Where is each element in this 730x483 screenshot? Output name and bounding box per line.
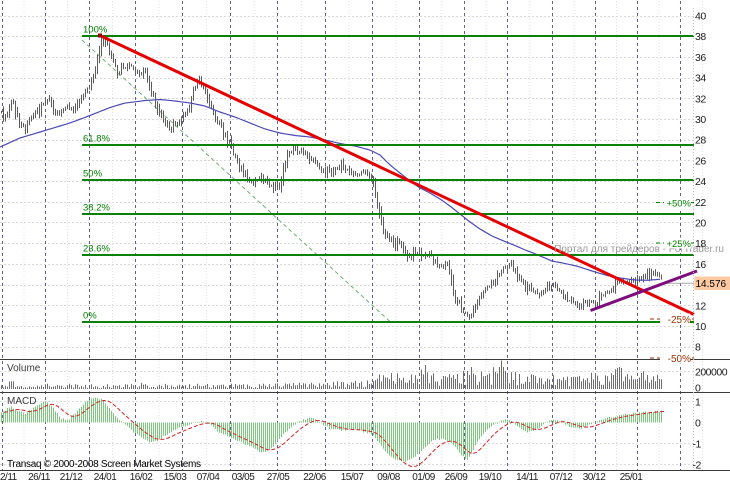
svg-text:07/04: 07/04 — [197, 472, 220, 483]
svg-text:38: 38 — [695, 31, 706, 43]
svg-text:07/12: 07/12 — [550, 472, 573, 483]
svg-text:25/01: 25/01 — [620, 472, 643, 483]
svg-text:0: 0 — [695, 383, 701, 395]
svg-text:MACD: MACD — [7, 396, 36, 407]
svg-text:15/03: 15/03 — [164, 472, 187, 483]
svg-text:1: 1 — [695, 397, 701, 409]
svg-text:24: 24 — [695, 176, 706, 188]
svg-text:0%: 0% — [83, 311, 97, 322]
svg-text:38.2%: 38.2% — [83, 203, 110, 214]
svg-text:50%: 50% — [83, 169, 103, 180]
svg-text:Volume: Volume — [7, 363, 41, 374]
svg-text:14.576: 14.576 — [696, 279, 727, 290]
svg-text:26/09: 26/09 — [445, 472, 468, 483]
svg-text:01/09: 01/09 — [412, 472, 435, 483]
svg-text:16: 16 — [695, 259, 706, 271]
svg-text:03/05: 03/05 — [232, 472, 255, 483]
svg-text:Портал для трейдеров - ForTrad: Портал для трейдеров - ForTrader.ru — [554, 244, 724, 255]
svg-text:100%: 100% — [83, 25, 108, 36]
svg-text:26/11: 26/11 — [28, 472, 51, 483]
svg-text:10: 10 — [695, 321, 706, 333]
svg-text:34: 34 — [695, 73, 706, 85]
svg-text:8: 8 — [695, 342, 701, 354]
svg-text:19/10: 19/10 — [479, 472, 502, 483]
svg-text:61.8%: 61.8% — [83, 134, 110, 145]
svg-text:09/08: 09/08 — [377, 472, 400, 483]
svg-text:36: 36 — [695, 52, 706, 64]
svg-text:32: 32 — [695, 93, 706, 105]
svg-text:40: 40 — [695, 11, 706, 23]
svg-text:28: 28 — [695, 135, 706, 147]
svg-text:12: 12 — [695, 300, 706, 312]
svg-text:-50%: -50% — [668, 354, 691, 365]
svg-text:Transaq © 2000-2008 Screen Mar: Transaq © 2000-2008 Screen Market System… — [7, 459, 201, 470]
svg-text:27/05: 27/05 — [267, 472, 290, 483]
svg-text:23.6%: 23.6% — [83, 244, 110, 255]
svg-text:22: 22 — [695, 197, 706, 209]
svg-text:-25%: -25% — [668, 315, 691, 326]
svg-text:-2: -2 — [693, 460, 702, 472]
svg-text:16/02: 16/02 — [130, 472, 153, 483]
svg-text:14/11: 14/11 — [516, 472, 539, 483]
svg-text:200000: 200000 — [695, 367, 728, 379]
svg-text:30: 30 — [695, 114, 706, 126]
svg-text:24/01: 24/01 — [94, 472, 117, 483]
svg-text:+25%: +25% — [666, 239, 691, 250]
svg-text:-1: -1 — [693, 439, 702, 451]
svg-text:22/06: 22/06 — [303, 472, 326, 483]
svg-text:30/12: 30/12 — [583, 472, 606, 483]
svg-text:21/12: 21/12 — [60, 472, 83, 483]
svg-text:18: 18 — [695, 238, 706, 250]
svg-text:26: 26 — [695, 155, 706, 167]
svg-text:0: 0 — [695, 418, 701, 430]
svg-text:+50%: +50% — [666, 199, 691, 210]
svg-text:2/11: 2/11 — [0, 472, 18, 483]
svg-text:15/07: 15/07 — [341, 472, 364, 483]
svg-text:20: 20 — [695, 218, 706, 230]
